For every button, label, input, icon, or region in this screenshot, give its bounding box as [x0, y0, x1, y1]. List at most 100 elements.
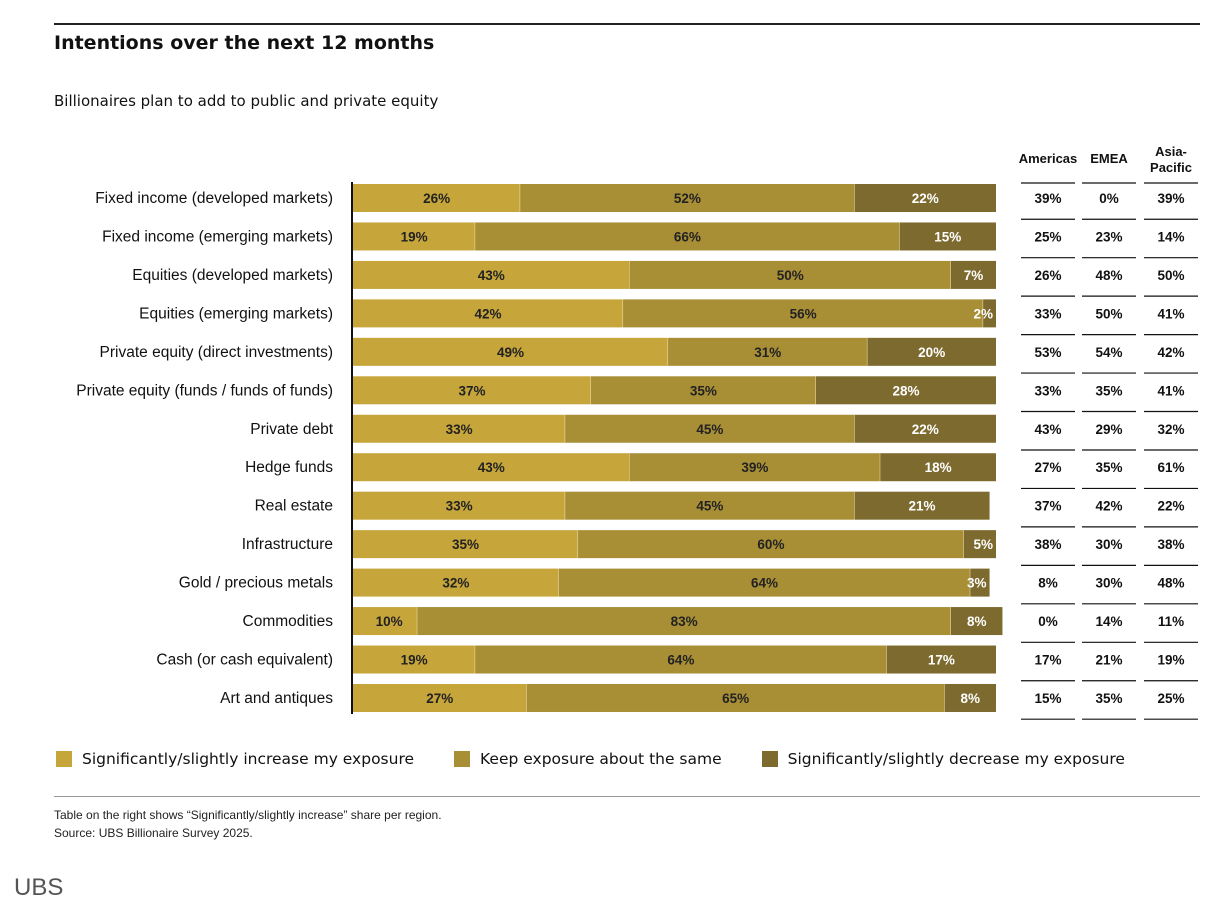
- table-cell: 42%: [1095, 499, 1122, 514]
- table-cell: 0%: [1038, 614, 1058, 629]
- ubs-logo: UBS: [14, 874, 64, 901]
- table-cell: 19%: [1157, 653, 1184, 668]
- table-cell: 17%: [1034, 653, 1061, 668]
- data-label: 17%: [928, 653, 955, 668]
- source-note: Source: UBS Billionaire Survey 2025.: [54, 826, 253, 840]
- bar-segment: [963, 530, 996, 559]
- table-cell: 0%: [1099, 191, 1119, 206]
- data-label: 56%: [790, 306, 817, 321]
- data-label: 83%: [671, 614, 698, 629]
- data-label: 5%: [973, 537, 993, 552]
- data-label: 43%: [478, 268, 505, 283]
- category-label: Private equity (direct investments): [100, 344, 333, 361]
- table-cell: 27%: [1034, 460, 1061, 475]
- category-label: Fixed income (emerging markets): [102, 228, 333, 245]
- data-label: 27%: [426, 691, 453, 706]
- table-cell: 61%: [1157, 460, 1184, 475]
- table-cell: 41%: [1157, 306, 1184, 321]
- category-label: Art and antiques: [220, 690, 333, 707]
- table-cell: 37%: [1034, 499, 1061, 514]
- bar-segment: [558, 568, 971, 597]
- bar-segment: [353, 260, 630, 289]
- legend-item-increase: Significantly/slightly increase my expos…: [56, 750, 414, 768]
- data-label: 37%: [458, 383, 485, 398]
- data-label: 65%: [722, 691, 749, 706]
- bar-segment: [565, 414, 855, 443]
- bar-segment: [353, 530, 579, 559]
- table-cell: 8%: [1038, 576, 1058, 591]
- data-label: 8%: [967, 614, 987, 629]
- table-cell: 50%: [1157, 268, 1184, 283]
- table-cell: 21%: [1095, 653, 1122, 668]
- category-label: Gold / precious metals: [179, 575, 333, 592]
- stacked-bar-chart: Americas EMEA Asia-Pacific Fixed income (de…: [76, 144, 1198, 720]
- table-cell: 26%: [1034, 268, 1061, 283]
- legend-item-same: Keep exposure about the same: [454, 750, 722, 768]
- data-label: 33%: [446, 422, 473, 437]
- table-cell: 25%: [1034, 229, 1061, 244]
- bar-segment: [950, 607, 1003, 636]
- bar-segment: [353, 222, 476, 251]
- bar-segment: [475, 222, 900, 251]
- data-label: 50%: [777, 268, 804, 283]
- bar-segment: [970, 568, 990, 597]
- category-label: Equities (developed markets): [132, 267, 333, 284]
- bar-segment: [353, 645, 476, 674]
- legend-swatch-increase: [56, 751, 72, 767]
- bar-segment: [353, 607, 418, 636]
- table-cell: 50%: [1095, 306, 1122, 321]
- category-label: Cash (or cash equivalent): [156, 652, 333, 669]
- legend-label: Significantly/slightly decrease my expos…: [787, 750, 1125, 768]
- legend-swatch-same: [454, 751, 471, 767]
- bar-segment: [353, 299, 624, 328]
- category-label: Fixed income (developed markets): [95, 190, 333, 207]
- bar-segment: [950, 260, 996, 289]
- chart-subtitle: Billionaires plan to add to public and p…: [54, 92, 439, 110]
- data-label: 64%: [751, 576, 778, 591]
- bar-segment: [854, 414, 996, 443]
- data-label: 3%: [967, 576, 987, 591]
- bar-segment: [899, 222, 996, 251]
- data-label: 8%: [961, 691, 981, 706]
- bar-segment: [526, 683, 945, 712]
- table-cell: 14%: [1095, 614, 1122, 629]
- bar-segment: [867, 337, 996, 366]
- bar-segment: [629, 453, 881, 482]
- data-label: 52%: [674, 191, 701, 206]
- category-label: Equities (emerging markets): [139, 305, 333, 322]
- bar-segment: [353, 491, 566, 520]
- table-cell: 53%: [1034, 345, 1061, 360]
- top-rule: [54, 23, 1200, 25]
- table-cell: 32%: [1157, 422, 1184, 437]
- category-label: Commodities: [243, 613, 334, 630]
- table-cell: 48%: [1095, 268, 1122, 283]
- table-cell: 22%: [1157, 499, 1184, 514]
- category-label: Infrastructure: [242, 536, 333, 553]
- data-label: 10%: [376, 614, 403, 629]
- table-cell: 30%: [1095, 576, 1122, 591]
- table-column-header: Asia-Pacific: [1150, 144, 1192, 175]
- bar-segment: [886, 645, 996, 674]
- data-label: 45%: [696, 422, 723, 437]
- table-cell: 11%: [1158, 614, 1184, 629]
- bar-segment: [815, 376, 996, 405]
- legend-swatch-decrease: [761, 751, 778, 767]
- data-label: 35%: [452, 537, 479, 552]
- table-cell: 38%: [1157, 537, 1184, 552]
- data-label: 28%: [892, 383, 919, 398]
- table-cell: 25%: [1157, 691, 1184, 706]
- data-label: 15%: [934, 229, 961, 244]
- bar-segment: [353, 414, 566, 443]
- bar-segment: [983, 299, 996, 328]
- category-label: Private debt: [250, 421, 333, 438]
- bar-segment: [353, 568, 559, 597]
- table-cell: 15%: [1034, 691, 1061, 706]
- table-cell: 30%: [1095, 537, 1122, 552]
- table-cell: 33%: [1034, 383, 1061, 398]
- legend: Significantly/slightly increase my expos…: [56, 750, 1165, 768]
- table-cell: 38%: [1034, 537, 1061, 552]
- data-label: 60%: [757, 537, 784, 552]
- data-label: 66%: [674, 229, 701, 244]
- data-label: 39%: [741, 460, 768, 475]
- bar-segment: [353, 683, 527, 712]
